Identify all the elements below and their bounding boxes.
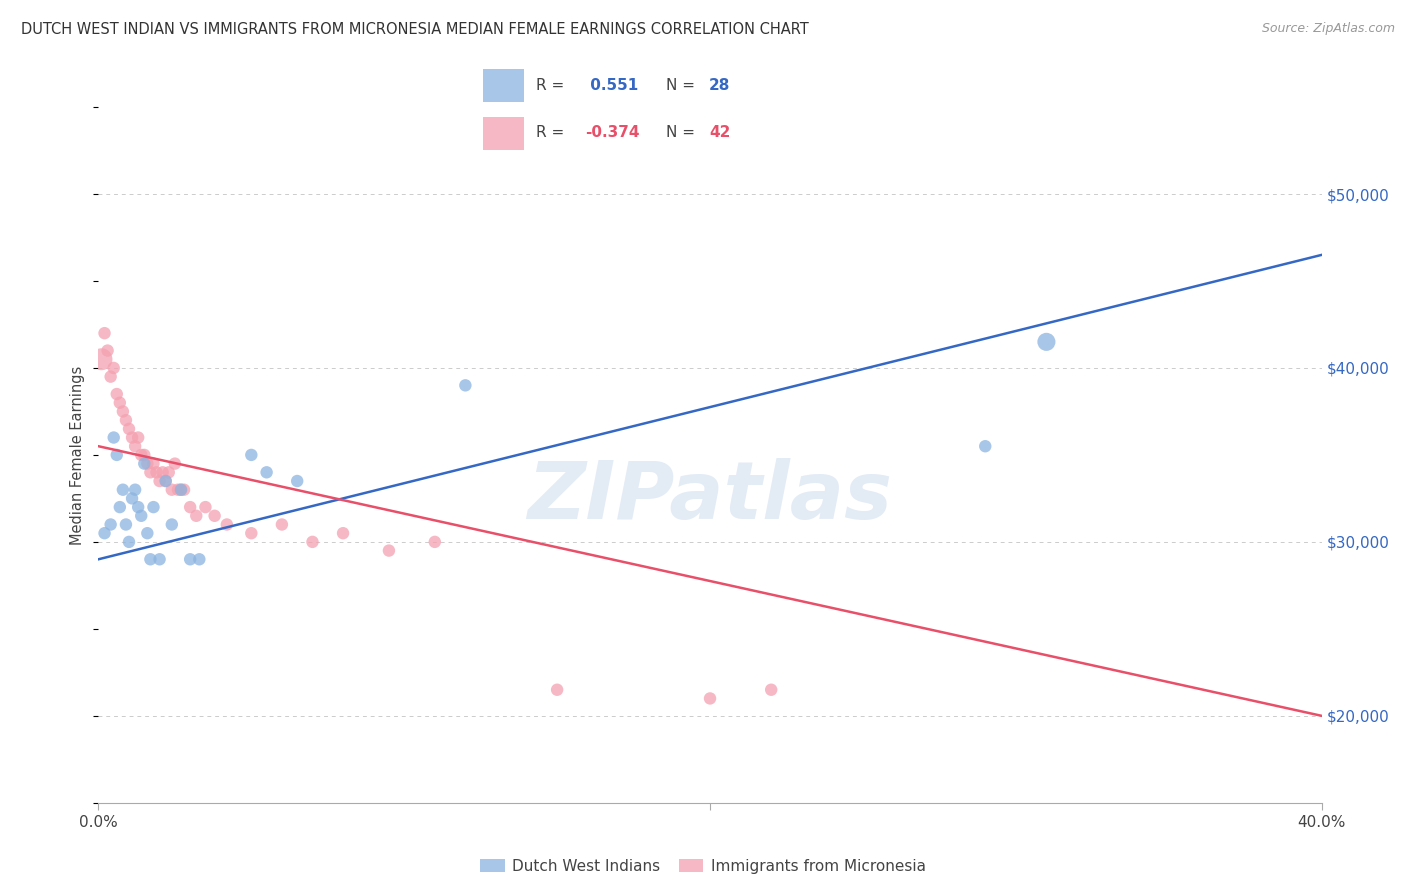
Point xyxy=(90,352,112,367)
Point xyxy=(188,552,211,566)
Text: R =: R = xyxy=(536,78,569,93)
Point xyxy=(179,500,201,514)
Point xyxy=(118,422,141,436)
Point xyxy=(204,508,226,523)
Text: R =: R = xyxy=(536,126,569,140)
Point xyxy=(118,535,141,549)
Point xyxy=(127,431,149,445)
Point xyxy=(103,361,125,376)
Point xyxy=(170,483,193,497)
Point xyxy=(139,552,162,566)
Point xyxy=(157,466,180,480)
Point xyxy=(149,552,172,566)
Point xyxy=(111,404,134,418)
Point xyxy=(301,535,323,549)
Point xyxy=(93,526,115,541)
Point xyxy=(105,387,128,401)
Point xyxy=(1035,334,1057,349)
Point xyxy=(240,448,263,462)
Text: 0.551: 0.551 xyxy=(585,78,638,93)
Point xyxy=(699,691,721,706)
Bar xyxy=(484,118,523,150)
Point xyxy=(93,326,115,341)
Point xyxy=(974,439,997,453)
Point xyxy=(332,526,354,541)
Point xyxy=(546,682,568,697)
Bar xyxy=(484,70,523,102)
Point xyxy=(129,448,152,462)
Point xyxy=(121,431,143,445)
Point xyxy=(108,500,131,514)
Point xyxy=(160,517,183,532)
Text: -0.374: -0.374 xyxy=(585,126,640,140)
Point xyxy=(115,413,138,427)
Point xyxy=(136,526,159,541)
Point xyxy=(124,483,146,497)
Text: N =: N = xyxy=(666,78,700,93)
Point xyxy=(186,508,208,523)
Legend: Dutch West Indians, Immigrants from Micronesia: Dutch West Indians, Immigrants from Micr… xyxy=(474,853,932,880)
Point xyxy=(160,483,183,497)
Point xyxy=(142,500,165,514)
Point xyxy=(240,526,263,541)
Point xyxy=(149,474,172,488)
Point xyxy=(142,457,165,471)
Point xyxy=(127,500,149,514)
Point xyxy=(139,466,162,480)
Point xyxy=(100,517,122,532)
Point xyxy=(270,517,292,532)
Point xyxy=(103,431,125,445)
Point xyxy=(124,439,146,453)
Point xyxy=(129,508,152,523)
Point xyxy=(378,543,401,558)
Point xyxy=(134,457,156,471)
Point xyxy=(173,483,195,497)
Text: 28: 28 xyxy=(709,78,731,93)
Point xyxy=(97,343,120,358)
Point xyxy=(121,491,143,506)
Point xyxy=(163,457,186,471)
Point xyxy=(256,466,278,480)
Point xyxy=(145,466,167,480)
Point xyxy=(759,682,782,697)
Point xyxy=(285,474,308,488)
Point xyxy=(105,448,128,462)
Point xyxy=(108,396,131,410)
Y-axis label: Median Female Earnings: Median Female Earnings xyxy=(70,366,86,544)
Text: 42: 42 xyxy=(709,126,731,140)
Point xyxy=(136,457,159,471)
Point xyxy=(115,517,138,532)
Point xyxy=(155,474,177,488)
Point xyxy=(170,483,193,497)
Text: Source: ZipAtlas.com: Source: ZipAtlas.com xyxy=(1261,22,1395,36)
Point xyxy=(215,517,238,532)
Point xyxy=(152,466,174,480)
Point xyxy=(111,483,134,497)
Point xyxy=(100,369,122,384)
Text: DUTCH WEST INDIAN VS IMMIGRANTS FROM MICRONESIA MEDIAN FEMALE EARNINGS CORRELATI: DUTCH WEST INDIAN VS IMMIGRANTS FROM MIC… xyxy=(21,22,808,37)
Point xyxy=(454,378,477,392)
Point xyxy=(134,448,156,462)
Text: N =: N = xyxy=(666,126,700,140)
Point xyxy=(179,552,201,566)
Point xyxy=(423,535,446,549)
Point xyxy=(194,500,217,514)
Point xyxy=(155,474,177,488)
Text: ZIPatlas: ZIPatlas xyxy=(527,458,893,536)
Point xyxy=(167,483,190,497)
